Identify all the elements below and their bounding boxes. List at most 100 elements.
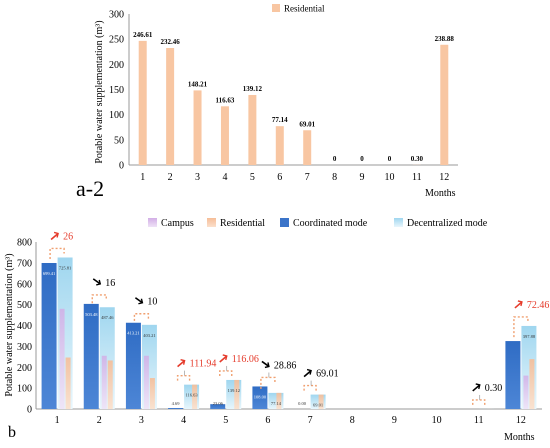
data-label-decentralized-b: 403.21 (143, 333, 155, 338)
arrow-head-icon (138, 298, 144, 305)
data-label-coordinated-b: 108.00 (254, 394, 267, 399)
legend-label-b: Campus (161, 218, 194, 229)
bar-residential-b (149, 378, 155, 409)
bar-campus-b (59, 308, 65, 409)
data-label-decentralized-b: 69.01 (313, 403, 323, 408)
difference-bracket-b (49, 247, 65, 259)
y-tick-label-b: 100 (17, 384, 32, 395)
x-tick-label-a: 7 (305, 172, 310, 183)
y-tick-label-b: 300 (17, 342, 32, 353)
difference-label-b: 116.06 (232, 354, 259, 365)
data-label-decentralized-b: 397.88 (523, 334, 536, 339)
legend-swatch-b (394, 218, 403, 227)
arrow-down-icon (261, 360, 270, 368)
data-label-a: 148.21 (188, 80, 208, 88)
arrow-up-icon (514, 301, 523, 309)
data-label-coordinated-b: 503.48 (85, 312, 98, 317)
bar-residential-a (303, 130, 312, 165)
bar-residential-a (193, 90, 202, 165)
bar-residential-a (275, 126, 284, 165)
data-label-coordinated-b: 23.06 (213, 401, 224, 406)
x-tick-label-b: 7 (308, 415, 313, 426)
y-tick-label-a: 0 (119, 161, 124, 172)
difference-bracket-b (219, 370, 233, 376)
y-axis-title-b: Potable water supplementation (m³) (4, 253, 15, 396)
data-label-a: 232.46 (161, 38, 181, 46)
legend-swatch-b (280, 218, 289, 227)
data-label-a: 238.88 (435, 35, 455, 43)
data-label-coordinated-b: 699.41 (43, 271, 55, 276)
bar-coordinated-b (83, 303, 99, 409)
arrow-down-icon (92, 278, 101, 285)
arrow-head-icon (96, 279, 102, 286)
bar-campus-b (143, 355, 149, 409)
x-tick-label-b: 11 (474, 415, 484, 426)
bar-coordinated-b (252, 386, 268, 409)
data-label-coordinated-b: 0.00 (298, 401, 307, 406)
data-label-a: 0 (388, 155, 392, 163)
arrow-up-icon (472, 384, 481, 392)
data-label-a: 116.63 (216, 96, 235, 104)
difference-label-b: 111.94 (190, 359, 217, 370)
y-tick-label-a: 300 (109, 10, 124, 21)
x-tick-label-a: 6 (277, 172, 282, 183)
x-tick-label-b: 3 (139, 415, 144, 426)
bar-residential-b (318, 394, 324, 409)
y-axis-title-a: Potable water supplementation (m³) (94, 20, 105, 163)
bar-residential-b (276, 392, 282, 409)
x-axis-title-a: Months (425, 188, 456, 199)
x-tick-label-a: 8 (332, 172, 337, 183)
difference-label-b: 69.01 (316, 369, 339, 380)
data-label-decentralized-b: 139.12 (228, 388, 240, 393)
bar-coordinated-b (505, 341, 521, 409)
x-tick-label-b: 5 (223, 415, 228, 426)
x-tick-label-a: 12 (439, 172, 449, 183)
legend-label-residential-a: Residential (284, 4, 325, 14)
difference-label-b: 16 (105, 278, 115, 289)
data-label-a: 0 (333, 155, 337, 163)
x-axis-title-b: Months (504, 432, 535, 443)
data-label-decentralized-b: 487.46 (101, 315, 114, 320)
y-tick-label-b: 500 (17, 300, 32, 311)
y-tick-label-a: 150 (109, 85, 124, 96)
x-tick-label-a: 5 (250, 172, 255, 183)
x-tick-label-a: 10 (384, 172, 394, 183)
x-tick-label-b: 6 (265, 415, 270, 426)
y-tick-label-a: 250 (109, 35, 124, 46)
chart-b: 0 100 200 300 400 500 600 700 800 1 699.41 725.81 2 5… (4, 218, 549, 443)
y-tick-label-b: 400 (17, 321, 32, 332)
bar-residential-a (440, 44, 449, 165)
arrow-up-icon (219, 355, 228, 363)
bar-coordinated-b (125, 322, 141, 409)
difference-bracket-b (303, 384, 317, 391)
data-label-decentralized-b: 77.14 (271, 401, 282, 406)
data-label-a: 77.14 (272, 116, 288, 124)
data-label-coordinated-b: 4.69 (172, 401, 181, 406)
difference-label-b: 28.86 (274, 360, 297, 371)
legend-swatch-residential-a (272, 4, 280, 12)
arrow-head-icon (53, 231, 59, 238)
bar-residential-a (220, 106, 229, 165)
y-tick-label-a: 100 (109, 110, 124, 121)
legend-label-b: Residential (220, 218, 265, 229)
data-label-a: 246.61 (133, 31, 153, 39)
difference-bracket-b (472, 399, 486, 405)
bar-coordinated-b (41, 262, 57, 409)
data-label-decentralized-b: 116.63 (185, 393, 198, 398)
y-tick-label-b: 700 (17, 258, 32, 269)
legend-label-b: Decentralized mode (407, 218, 488, 229)
x-tick-label-b: 9 (392, 415, 397, 426)
data-label-a: 0.30 (411, 155, 424, 163)
x-tick-label-a: 2 (168, 172, 173, 183)
chart-a: 0501001502002503001246.612232.463148.214… (94, 4, 458, 199)
y-tick-label-b: 200 (17, 363, 32, 374)
arrow-up-icon (177, 360, 186, 368)
x-tick-label-b: 8 (350, 415, 355, 426)
difference-bracket-b (133, 313, 150, 321)
difference-bracket-b (91, 294, 107, 304)
arrow-down-icon (134, 297, 143, 304)
panel-label-b: b (8, 424, 16, 441)
arrow-head-icon (264, 362, 270, 369)
x-tick-label-a: 4 (222, 172, 227, 183)
bar-campus-b (101, 355, 107, 409)
